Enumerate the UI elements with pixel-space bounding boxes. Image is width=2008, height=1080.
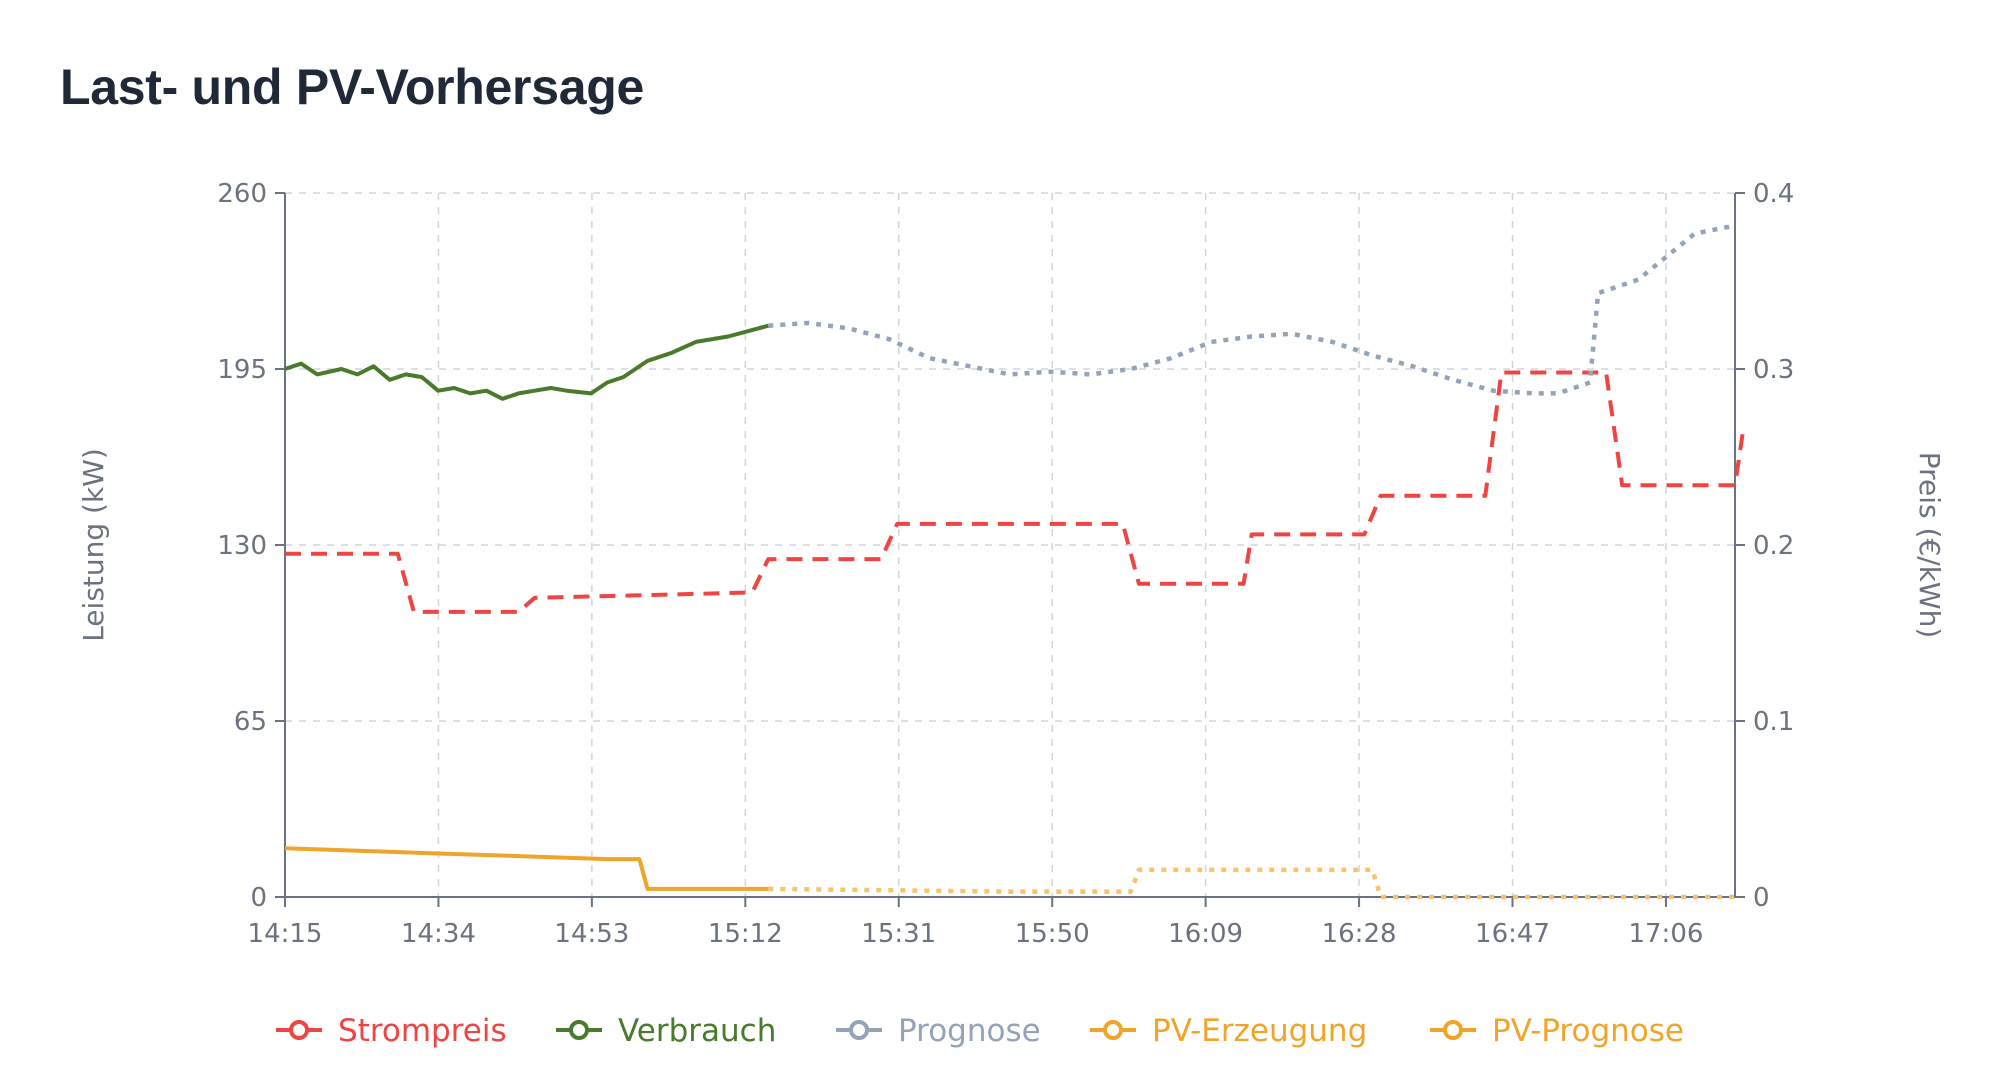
y-right-axis-title: Preis (€/kWh)	[1913, 452, 1946, 639]
x-tick-label: 14:53	[554, 919, 629, 949]
y-left-tick-label: 0	[250, 883, 267, 913]
y-left-axis-title: Leistung (kW)	[77, 448, 110, 642]
x-tick-label: 16:47	[1475, 919, 1550, 949]
y-right-tick-label: 0.2	[1753, 531, 1794, 561]
y-right-tick-label: 0	[1753, 883, 1770, 913]
legend-marker-icon	[849, 1020, 869, 1040]
y-left-tick-label: 260	[217, 179, 267, 209]
x-tick-label: 15:12	[708, 919, 783, 949]
legend-label: Verbrauch	[618, 1013, 776, 1049]
x-tick-label: 16:09	[1168, 919, 1243, 949]
x-tick-label: 17:06	[1628, 919, 1703, 949]
x-tick-label: 16:28	[1322, 919, 1397, 949]
legend-label: PV-Prognose	[1492, 1013, 1684, 1049]
y-left-tick-label: 65	[234, 707, 267, 737]
legend-marker-icon	[569, 1020, 589, 1040]
legend-marker-icon	[1103, 1020, 1123, 1040]
y-right-tick-label: 0.1	[1753, 707, 1794, 737]
y-left-tick-label: 130	[217, 531, 267, 561]
series-line-verbrauch	[284, 323, 769, 401]
series-line-prognose	[768, 223, 1736, 396]
legend-label: PV-Erzeugung	[1152, 1013, 1367, 1049]
x-tick-label: 15:31	[861, 919, 936, 949]
y-right-tick-label: 0.3	[1753, 355, 1794, 385]
x-tick-label: 14:15	[248, 919, 323, 949]
series-line-pv-erzeugung	[284, 846, 769, 891]
legend-label: Strompreis	[338, 1013, 507, 1049]
series-line-pv-prognose	[768, 867, 1735, 900]
legend-marker-icon	[289, 1020, 309, 1040]
y-right-tick-label: 0.4	[1753, 179, 1794, 209]
y-left-tick-label: 195	[217, 355, 267, 385]
legend-marker-icon	[1443, 1020, 1463, 1040]
chart-title: Last- und PV-Vorhersage	[60, 59, 644, 115]
x-tick-label: 15:50	[1015, 919, 1090, 949]
series-line-strompreis	[285, 370, 1746, 614]
x-tick-label: 14:34	[401, 919, 476, 949]
legend-label: Prognose	[898, 1013, 1041, 1049]
